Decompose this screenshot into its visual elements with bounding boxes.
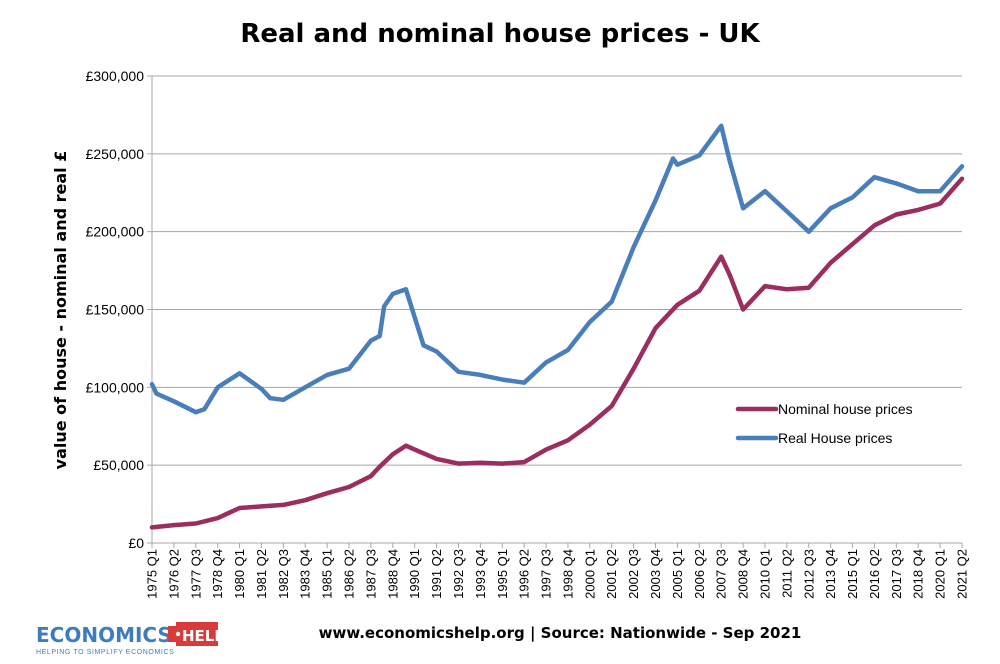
logo-tag-shape — [168, 622, 218, 646]
x-tick-label: 1992 Q3 — [451, 549, 466, 599]
x-axis-tick-labels: 1975 Q1 1976 Q2 1977 Q3 1978 Q4 1980 Q1 1981 … — [145, 543, 970, 599]
y-tick-label: £100,000 — [86, 379, 145, 395]
series-lines — [149, 123, 965, 530]
x-tick-label: 1976 Q2 — [166, 549, 181, 599]
x-tick-label: 2006 Q2 — [692, 549, 707, 599]
logo-word-economics: ECONOMICS — [36, 623, 172, 647]
series-line-real-house-prices — [149, 123, 965, 415]
grid-lines — [147, 75, 962, 544]
axes — [151, 76, 962, 544]
y-tick-label: £200,000 — [86, 224, 145, 240]
logo-tagline: HELPING TO SIMPLIFY ECONOMICS — [36, 649, 174, 656]
y-axis-label: value of house - nominal and real £ — [51, 151, 70, 470]
y-tick-label: £50,000 — [93, 457, 144, 473]
x-tick-label: 1982 Q3 — [276, 549, 291, 599]
y-tick-label: £150,000 — [86, 302, 145, 318]
x-tick-label: 1983 Q4 — [298, 549, 313, 599]
y-tick-label: £0 — [128, 535, 144, 551]
x-tick-label: 2000 Q1 — [582, 549, 597, 599]
x-tick-label: 2013 Q4 — [823, 549, 838, 599]
x-tick-label: 2008 Q4 — [736, 549, 751, 599]
series-line-nominal-house-prices — [149, 176, 965, 530]
x-tick-label: 2010 Q1 — [757, 549, 772, 599]
x-tick-label: 1978 Q4 — [210, 549, 225, 599]
y-tick-label: £300,000 — [86, 68, 145, 84]
x-tick-label: 2011 Q2 — [779, 549, 794, 598]
y-axis-tick-labels: £0 £50,000 £100,000 £150,000 £200,000 £250,00… — [86, 68, 145, 551]
x-tick-label: 2005 Q1 — [670, 549, 685, 599]
x-tick-label: 2017 Q3 — [889, 549, 904, 599]
y-tick-label: £250,000 — [86, 146, 145, 162]
x-tick-label: 1985 Q1 — [320, 549, 335, 599]
x-tick-label: 2018 Q4 — [911, 549, 926, 599]
x-tick-label: 2001 Q2 — [604, 549, 619, 599]
x-tick-label: 2012 Q3 — [801, 549, 816, 599]
x-tick-label: 1980 Q1 — [232, 549, 247, 599]
logo-dot — [175, 631, 181, 637]
x-tick-label: 1981 Q2 — [254, 549, 269, 599]
x-tick-label: 2003 Q4 — [648, 549, 663, 599]
x-tick-label: 2002 Q3 — [626, 549, 641, 599]
legend: Nominal house prices Real House prices — [735, 401, 913, 446]
economics-help-logo: ECONOMICS HELP HELPING TO SIMPLIFY ECONO… — [36, 622, 225, 656]
x-tick-label: 1993 Q4 — [473, 549, 488, 599]
x-tick-label: 2021 Q2 — [955, 549, 970, 599]
x-tick-label: 2020 Q1 — [933, 549, 948, 599]
x-tick-label: 1988 Q4 — [385, 549, 400, 599]
x-tick-label: 2007 Q3 — [714, 549, 729, 599]
x-tick-label: 2015 Q1 — [845, 549, 860, 599]
logo-word-help: HELP — [182, 627, 225, 645]
x-tick-label: 1996 Q2 — [517, 549, 532, 599]
chart-title: Real and nominal house prices - UK — [240, 19, 760, 49]
x-tick-label: 1990 Q1 — [407, 549, 422, 599]
legend-label: Real House prices — [778, 430, 892, 446]
x-tick-label: 1986 Q2 — [342, 549, 357, 599]
x-tick-label: 1977 Q3 — [188, 549, 203, 599]
x-tick-label: 1975 Q1 — [145, 549, 160, 599]
x-tick-label: 1995 Q1 — [495, 549, 510, 599]
legend-label: Nominal house prices — [778, 401, 913, 417]
x-tick-label: 2016 Q2 — [867, 549, 882, 599]
x-tick-label: 1987 Q3 — [363, 549, 378, 599]
x-tick-label: 1998 Q4 — [560, 549, 575, 599]
x-tick-label: 1991 Q2 — [429, 549, 444, 599]
x-tick-label: 1997 Q3 — [539, 549, 554, 599]
source-credit: www.economicshelp.org | Source: Nationwi… — [319, 624, 802, 643]
